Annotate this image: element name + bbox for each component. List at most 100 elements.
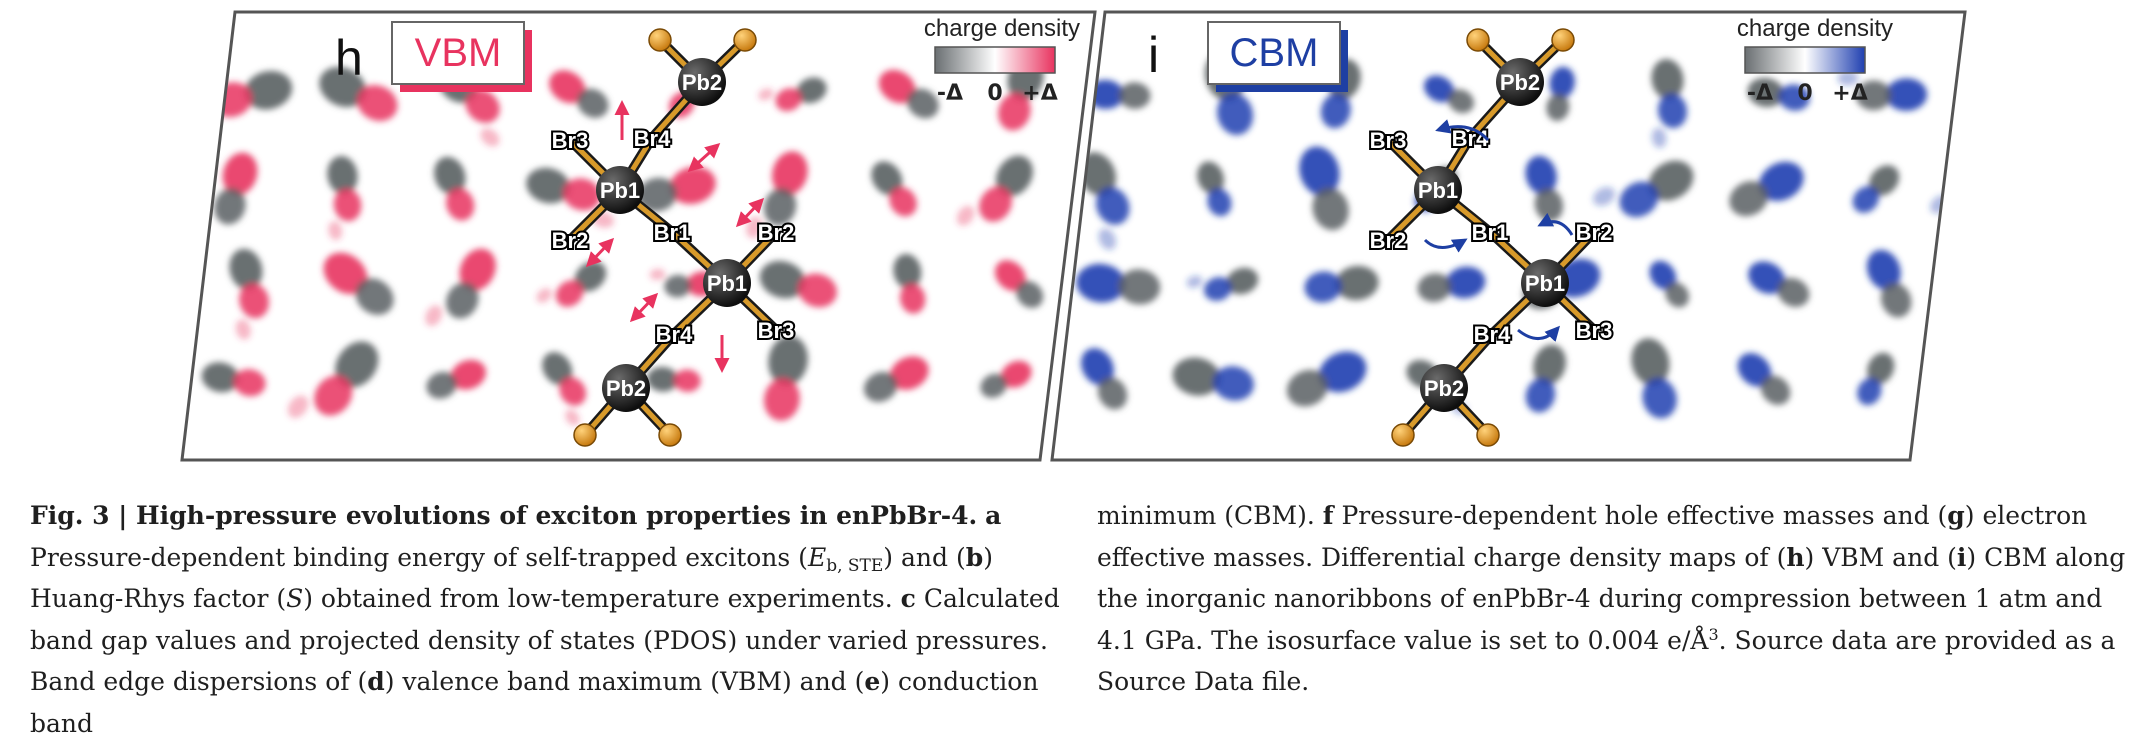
density-lobe <box>1546 66 1575 121</box>
density-lobe <box>1747 77 1810 111</box>
caption-symbol: S <box>286 584 304 613</box>
density-lobe <box>763 335 808 421</box>
density-lobe <box>1299 146 1349 231</box>
density-lobe <box>1852 165 1900 213</box>
atom-label: Pb1 <box>1418 178 1458 203</box>
density-lobe <box>229 248 270 340</box>
density-lobe <box>1649 260 1690 308</box>
crystal-structure-h: Pb2 Br3 Br4 Pb1 Br1 Br2 Br2 Pb1 Br4 Br3 Pb2 <box>550 28 796 447</box>
caption-subscript: b, STE <box>826 555 884 576</box>
atom-label: Pb1 <box>1525 271 1565 296</box>
badge-label-vbm: VBM <box>415 31 502 75</box>
pb-atom <box>1414 166 1462 214</box>
caption-text: . Source data are provided as a Source D… <box>1097 625 2116 697</box>
atom-label: Pb1 <box>600 178 640 203</box>
curved-arrow-icon <box>1435 119 1490 142</box>
br-atom <box>573 423 597 447</box>
legend-tick-neg-i: -Δ <box>1747 81 1773 106</box>
density-lobe <box>214 152 258 225</box>
pb-atom <box>1521 259 1569 307</box>
br-atom <box>1391 423 1415 447</box>
br-atom <box>1551 28 1575 52</box>
legend-title-i: charge density <box>1737 15 1893 42</box>
density-lobe <box>893 253 926 314</box>
caption-text: ) VBM and ( <box>1804 542 1957 572</box>
legend-tick-zero-i: 0 <box>1797 81 1812 106</box>
br-atom <box>648 28 672 52</box>
caption-text: ) obtained from low-temperature experime… <box>303 584 901 613</box>
density-lobe <box>323 252 394 315</box>
atom-label: Br2 <box>552 228 589 253</box>
figure-number: Fig. 3 <box>30 501 110 530</box>
caption-symbol: E <box>807 542 827 572</box>
density-lobe <box>1076 263 1161 305</box>
caption-text: minimum (CBM). <box>1097 501 1323 530</box>
figure-caption-left: Fig. 3 | High-pressure evolutions of exc… <box>30 495 1070 744</box>
density-lobe <box>746 151 808 239</box>
caption-text: Pressure-dependent hole effective masses… <box>1333 501 1948 530</box>
density-lobe <box>863 356 929 402</box>
density-lobe <box>871 161 917 217</box>
br-atom <box>733 28 757 52</box>
atom-label: Br4 <box>1474 322 1511 347</box>
legend-tick-pos-h: +Δ <box>1022 81 1057 106</box>
density-lobe <box>1593 160 1694 218</box>
caption-label-h: h <box>1786 542 1805 572</box>
density-lobe <box>1930 184 1965 219</box>
curved-arrow-icon <box>1537 212 1574 236</box>
curved-arrow-icon <box>1517 325 1561 342</box>
legend-tick-pos-i: +Δ <box>1832 81 1867 106</box>
caption-text: ) electron effective masses. Differentia… <box>1097 501 2088 572</box>
badge-box-i <box>1207 21 1341 85</box>
density-lobe <box>319 66 398 122</box>
atom-label: Br3 <box>1370 128 1407 153</box>
rotation-arrows-i <box>1423 119 1574 342</box>
panel-letter-i: i <box>1148 27 1159 83</box>
br-atom <box>1466 28 1490 52</box>
atom-label: Br1 <box>654 220 691 245</box>
density-lobe <box>956 155 1033 226</box>
pb-atom <box>1420 364 1468 412</box>
density-lobe <box>1837 70 1928 111</box>
density-lobe <box>980 360 1032 398</box>
density-lobe <box>994 260 1044 308</box>
displacement-arrows-h <box>585 100 765 373</box>
density-lobe <box>1631 338 1677 419</box>
density-lobe <box>96 363 156 397</box>
legend-tick-neg-h: -Δ <box>937 81 963 106</box>
density-lobe <box>1525 344 1566 413</box>
density-lobe <box>878 69 939 119</box>
caption-text: Calculated band gap values and projected… <box>30 584 1060 696</box>
caption-label-g: g <box>1947 501 1965 530</box>
atom-label: Br1 <box>1472 220 1509 245</box>
density-lobe <box>1417 266 1486 302</box>
density-lobe <box>1729 161 1804 217</box>
density-lobe <box>759 260 837 308</box>
br-atom <box>1476 423 1500 447</box>
atom-label: Br3 <box>1576 318 1613 343</box>
atom-label: Br3 <box>758 318 795 343</box>
density-lobe <box>1525 155 1564 222</box>
legend-h: charge density -Δ 0 +Δ <box>924 15 1080 106</box>
caption-label-b: b <box>965 542 984 572</box>
caption-label-c: c <box>900 584 916 613</box>
density-lobe <box>1737 353 1791 405</box>
pb-atom <box>1496 58 1544 106</box>
caption-label-d: d <box>367 667 385 696</box>
legend-title-h: charge density <box>924 15 1080 42</box>
caption-label-i: i <box>1956 542 1967 572</box>
legend-i: charge density -Δ 0 +Δ <box>1737 15 1893 106</box>
density-lobe <box>1857 352 1895 406</box>
figure-title: High-pressure evolutions of exciton prop… <box>136 501 978 530</box>
density-lobe <box>425 248 496 327</box>
caption-text: ) valence band maximum (VBM) and ( <box>384 667 865 696</box>
caption-text: ) CBM along the inorganic nanoribbons of… <box>1097 542 2126 655</box>
density-lobe <box>549 70 609 118</box>
density-lobe <box>211 70 293 118</box>
atom-label: Pb1 <box>707 271 747 296</box>
caption-label-f: f <box>1322 501 1334 530</box>
badge-box-h <box>391 21 525 85</box>
figure-caption-right: minimum (CBM). f Pressure-dependent hole… <box>1097 495 2127 703</box>
